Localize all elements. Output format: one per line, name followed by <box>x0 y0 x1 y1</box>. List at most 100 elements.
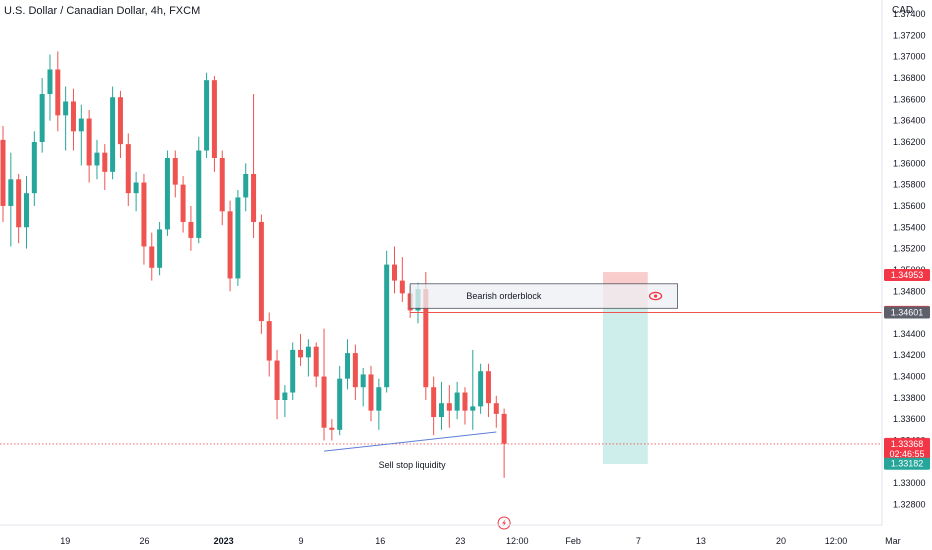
price-label-text: 1.34953 <box>891 270 924 280</box>
candle[interactable] <box>157 229 163 268</box>
candle[interactable] <box>39 94 45 142</box>
candle[interactable] <box>243 173 249 198</box>
candle[interactable] <box>329 427 335 430</box>
candle[interactable] <box>282 392 288 400</box>
candle[interactable] <box>211 80 217 158</box>
candle[interactable] <box>352 353 358 388</box>
time-tick-label: 12:00 <box>825 536 848 546</box>
price-label-text: 1.33182 <box>891 459 924 469</box>
price-tick-label: 1.36600 <box>893 94 926 104</box>
candle[interactable] <box>446 403 452 411</box>
candle[interactable] <box>266 321 272 361</box>
candle[interactable] <box>493 403 499 414</box>
candle[interactable] <box>431 387 437 418</box>
bearish-orderblock-box[interactable] <box>409 283 678 309</box>
candle[interactable] <box>204 80 210 151</box>
candle[interactable] <box>149 246 155 268</box>
price-tick-label: 1.35600 <box>893 201 926 211</box>
candle[interactable] <box>478 371 484 407</box>
price-labels: 1.349531.346071.346011.3336802:46:551.33… <box>884 268 930 470</box>
candle[interactable] <box>258 221 264 322</box>
candle[interactable] <box>141 182 147 247</box>
time-tick-label: Feb <box>565 536 581 546</box>
time-tick-label: 7 <box>636 536 641 546</box>
candle[interactable] <box>298 349 304 358</box>
candle[interactable] <box>251 173 257 222</box>
candle[interactable] <box>94 152 100 166</box>
candle[interactable] <box>117 97 123 145</box>
candle[interactable] <box>133 182 139 194</box>
candle[interactable] <box>78 118 84 132</box>
candle[interactable] <box>219 157 225 212</box>
eye-icon-pupil <box>653 294 658 298</box>
candle[interactable] <box>235 197 241 279</box>
candle[interactable] <box>196 150 202 238</box>
time-tick-label: 12:00 <box>506 536 529 546</box>
candle[interactable] <box>438 403 444 418</box>
candle[interactable] <box>63 101 69 116</box>
candle[interactable] <box>423 289 429 388</box>
liquidity-trendline[interactable] <box>323 431 497 452</box>
candle[interactable] <box>188 221 194 238</box>
candle[interactable] <box>313 346 319 377</box>
candle[interactable] <box>164 157 170 230</box>
candle[interactable] <box>172 157 178 185</box>
candle[interactable] <box>376 387 382 411</box>
time-axis[interactable]: 19 26 2023 9 16 23 12:00 Feb 7 13 20 12:00 Mar <box>60 536 900 546</box>
lightning-icon[interactable] <box>497 516 511 530</box>
candle[interactable] <box>227 211 233 279</box>
price-tick-label: 1.34200 <box>893 350 926 360</box>
candle[interactable] <box>55 69 61 116</box>
chart-annotations[interactable]: Bearish orderblock Sell stop liquidity <box>0 272 882 530</box>
candle[interactable] <box>70 101 76 132</box>
countdown-label-text: 02:46:55 <box>889 449 924 459</box>
price-tick-label: 1.33600 <box>893 414 926 424</box>
candle[interactable] <box>384 264 390 388</box>
price-tick-label: 1.36400 <box>893 116 926 126</box>
candle[interactable] <box>368 374 374 411</box>
chart-title: U.S. Dollar / Canadian Dollar, 4h, FXCM <box>4 5 201 17</box>
candle[interactable] <box>470 406 476 411</box>
candle[interactable] <box>485 371 491 404</box>
candle[interactable] <box>8 179 14 206</box>
bearish-orderblock-label: Bearish orderblock <box>466 291 542 301</box>
candle[interactable] <box>345 353 351 379</box>
price-tick-label: 1.34000 <box>893 372 926 382</box>
take-profit-zone[interactable] <box>603 308 648 464</box>
candle[interactable] <box>125 144 131 194</box>
price-tick-label: 1.32800 <box>893 499 926 509</box>
candle[interactable] <box>86 118 92 166</box>
candle[interactable] <box>0 139 6 206</box>
candle[interactable] <box>501 413 507 444</box>
price-tick-label: 1.33000 <box>893 478 926 488</box>
candle[interactable] <box>399 280 405 294</box>
time-tick-label: 26 <box>139 536 149 546</box>
sell-stop-liquidity-label: Sell stop liquidity <box>379 460 447 470</box>
eye-icon-outline <box>648 291 663 301</box>
candle[interactable] <box>16 179 22 228</box>
candle[interactable] <box>102 152 108 172</box>
candle[interactable] <box>305 346 311 358</box>
candle[interactable] <box>274 360 280 400</box>
candle[interactable] <box>110 97 116 172</box>
price-tick-label: 1.35200 <box>893 244 926 254</box>
candle[interactable] <box>290 349 296 393</box>
price-label-text: 1.33368 <box>891 439 924 449</box>
candle[interactable] <box>180 184 186 222</box>
candle[interactable] <box>360 374 366 388</box>
candlestick-series[interactable] <box>0 51 507 478</box>
eye-icon[interactable] <box>648 291 663 301</box>
candle[interactable] <box>31 141 37 194</box>
candle[interactable] <box>337 378 343 430</box>
price-axis[interactable]: 1.37400 1.37200 1.37000 1.36800 1.36600 1.364… <box>893 9 926 509</box>
candle[interactable] <box>392 264 397 281</box>
candle[interactable] <box>462 392 468 411</box>
candle[interactable] <box>47 69 53 95</box>
time-tick-label: 13 <box>696 536 706 546</box>
candle[interactable] <box>23 193 29 228</box>
price-tick-label: 1.35400 <box>893 222 926 232</box>
candle[interactable] <box>321 376 327 428</box>
candle[interactable] <box>454 392 460 411</box>
time-tick-label: 19 <box>60 536 70 546</box>
